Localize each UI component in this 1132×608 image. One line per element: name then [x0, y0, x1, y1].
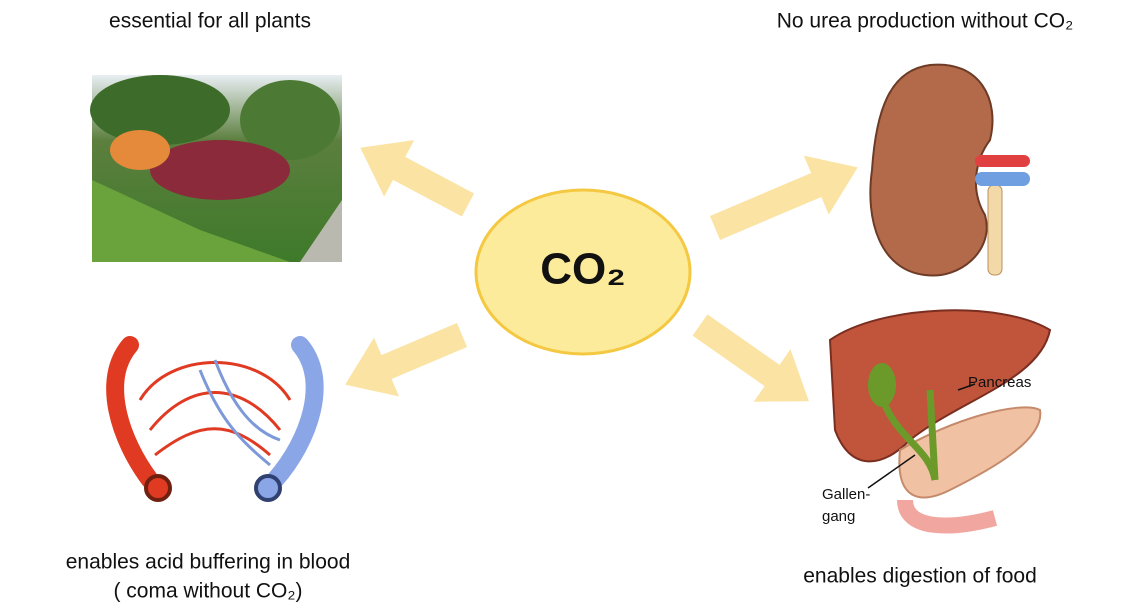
node-label: essential for all plants — [109, 10, 311, 33]
annotation: Pancreas — [968, 374, 1031, 391]
arrow — [345, 119, 483, 233]
vessels-image — [115, 345, 314, 500]
arrow — [682, 299, 828, 428]
node-label: enables acid buffering in blood — [66, 551, 351, 574]
annotation: gang — [822, 508, 855, 525]
node-label: No urea production without CO₂ — [777, 10, 1073, 33]
node-label: ( coma without CO₂) — [113, 580, 302, 603]
diagram: CO₂ essential for all plants No ure — [0, 0, 1132, 608]
center-label: CO₂ — [540, 245, 626, 294]
arrow — [333, 306, 475, 415]
arrow — [702, 138, 870, 257]
plants-image — [90, 75, 342, 262]
annotation: Gallen- — [822, 486, 870, 503]
node-label: enables digestion of food — [803, 565, 1037, 588]
kidney-image — [870, 65, 1030, 276]
